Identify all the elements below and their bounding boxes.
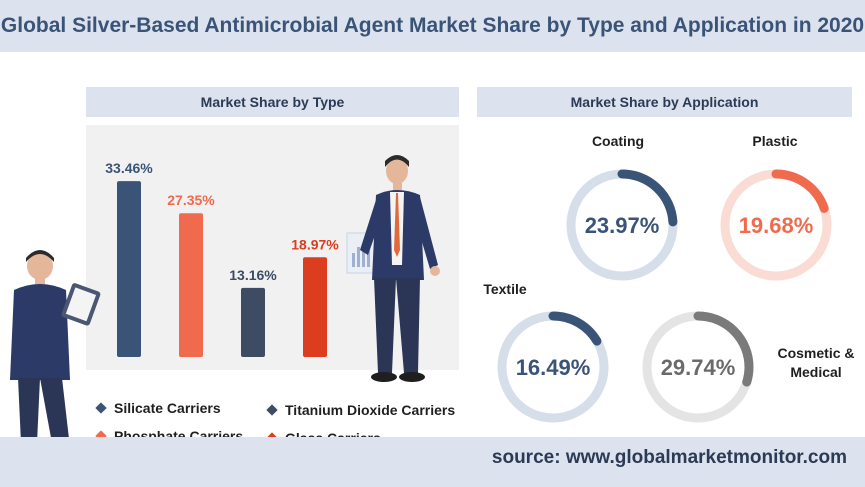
legend-label-silicate: Silicate Carriers — [114, 400, 221, 416]
legend-item-titanium-dioxide: Titanium Dioxide Carriers — [266, 402, 456, 418]
source-text: source: www.globalmarketmonitor.com — [491, 447, 847, 468]
bar-value-label-glass: 18.97% — [291, 236, 339, 252]
donut-value-cosmetic-medical: 29.74% — [661, 355, 736, 380]
donut-label-textile: Textile — [483, 281, 527, 297]
bar-value-label-phosphate: 27.35% — [167, 192, 215, 208]
donut-arc-coating — [566, 169, 678, 281]
donut-arc-plastic — [720, 169, 832, 281]
donut-label-cosmetic-medical-text: Cosmetic & Medical — [777, 345, 855, 380]
bar-chart: 33.46% 27.35% 13.16% 18.97% — [105, 160, 339, 357]
legend-item-silicate: Silicate Carriers — [95, 400, 221, 416]
bar-value-label-titanium-dioxide: 13.16% — [229, 267, 277, 283]
type-panel-header: Market Share by Type — [86, 87, 459, 117]
donut-arc-textile — [497, 311, 609, 423]
application-panel-header: Market Share by Application — [477, 87, 852, 117]
bar-silicate — [117, 181, 141, 357]
bar-value-label-silicate: 33.46% — [105, 160, 153, 176]
donut-value-textile: 16.49% — [516, 355, 591, 380]
donut-label-cosmetic-medical: Cosmetic & Medical — [770, 344, 862, 382]
donut-label-plastic: Plastic — [752, 133, 798, 149]
businessman-presenting-illustration — [346, 155, 440, 382]
donut-arc-cosmetic-medical — [642, 311, 754, 423]
donut-label-coating: Coating — [591, 133, 645, 149]
bar-titanium-dioxide — [241, 287, 265, 357]
donut-value-coating: 23.97% — [585, 213, 660, 238]
donut-value-plastic: 19.68% — [739, 213, 814, 238]
legend-label-titanium-dioxide: Titanium Dioxide Carriers — [285, 402, 456, 418]
title-bar — [0, 0, 865, 52]
bar-glass — [303, 257, 327, 357]
bar-phosphate — [179, 213, 203, 357]
page-title: Global Silver-Based Antimicrobial Agent … — [0, 14, 865, 37]
footer-bar — [0, 437, 865, 487]
